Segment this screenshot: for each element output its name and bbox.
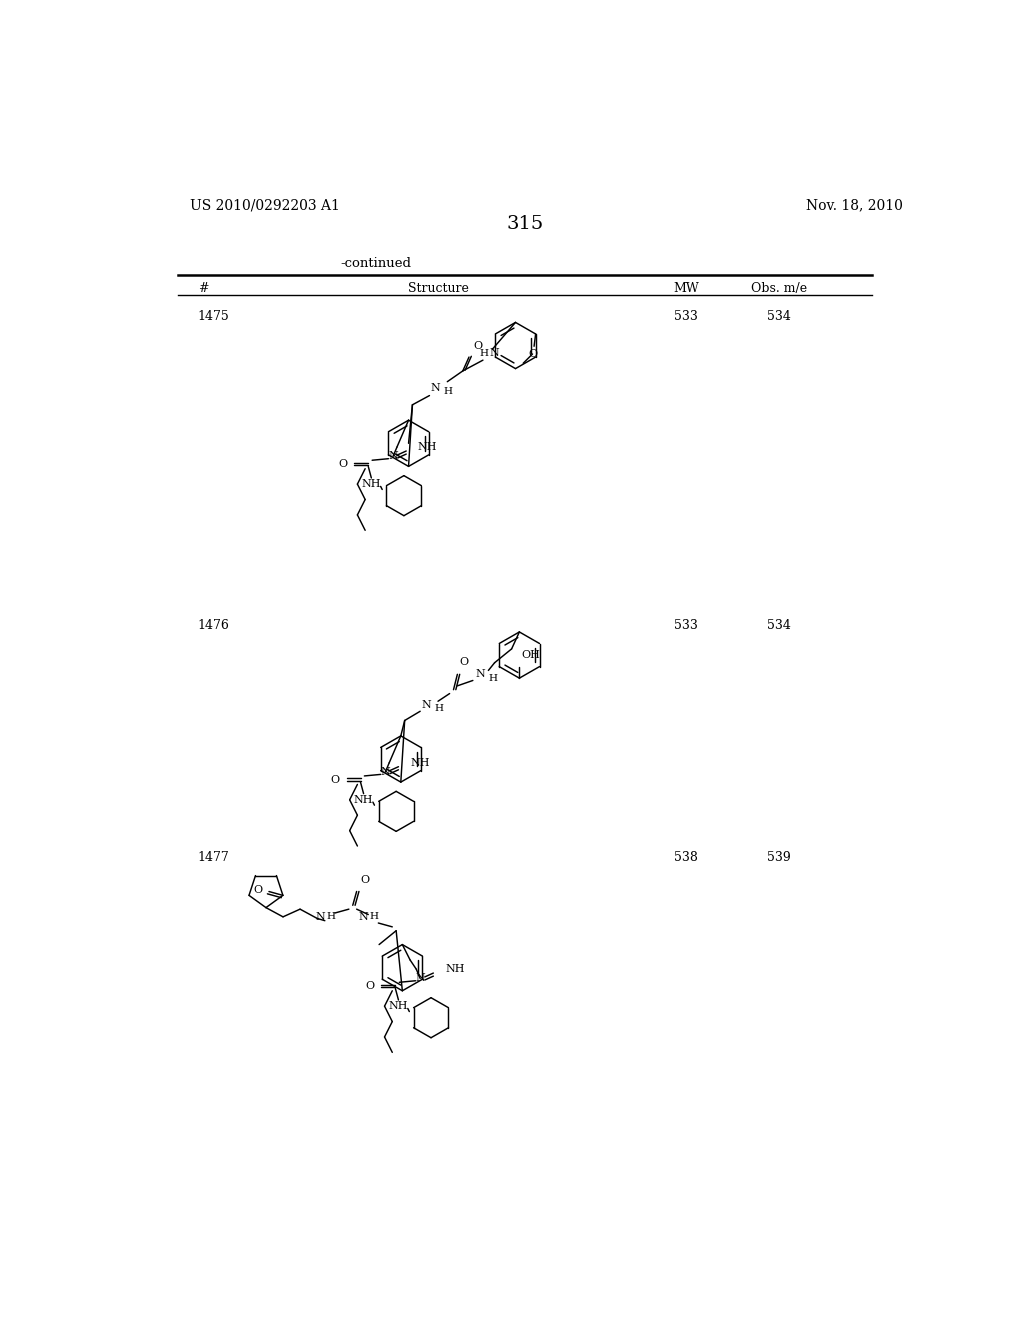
Text: H: H — [327, 912, 336, 921]
Text: N: N — [388, 451, 398, 462]
Text: #: # — [198, 282, 208, 296]
Text: H: H — [370, 912, 379, 921]
Text: NH: NH — [354, 795, 374, 805]
Text: NH: NH — [361, 479, 381, 490]
Text: Structure: Structure — [408, 282, 468, 296]
Text: N: N — [489, 348, 500, 358]
Text: 1476: 1476 — [198, 619, 229, 632]
Text: O: O — [254, 884, 263, 895]
Text: Obs. m/e: Obs. m/e — [751, 282, 807, 296]
Text: O: O — [366, 981, 375, 991]
Text: N: N — [416, 973, 425, 983]
Text: 1477: 1477 — [198, 851, 229, 865]
Text: O: O — [331, 775, 340, 785]
Text: -continued: -continued — [341, 257, 412, 271]
Text: 315: 315 — [506, 215, 544, 232]
Text: 534: 534 — [767, 619, 791, 632]
Text: O: O — [473, 341, 482, 351]
Text: 533: 533 — [674, 310, 698, 323]
Text: 533: 533 — [674, 619, 698, 632]
Text: O: O — [528, 348, 538, 359]
Text: O: O — [338, 459, 347, 469]
Text: N: N — [422, 700, 431, 710]
Text: NH: NH — [445, 964, 465, 974]
Text: N: N — [358, 912, 369, 921]
Text: 1475: 1475 — [198, 310, 229, 323]
Text: 539: 539 — [767, 851, 791, 865]
Text: US 2010/0292203 A1: US 2010/0292203 A1 — [190, 198, 340, 213]
Text: H: H — [488, 673, 498, 682]
Text: N: N — [315, 912, 325, 921]
Text: NH: NH — [410, 758, 430, 768]
Text: O: O — [460, 656, 469, 667]
Text: 534: 534 — [767, 310, 791, 323]
Text: N: N — [431, 383, 440, 393]
Text: Nov. 18, 2010: Nov. 18, 2010 — [806, 198, 903, 213]
Text: H: H — [443, 387, 453, 396]
Text: H: H — [479, 348, 488, 358]
Text: MW: MW — [673, 282, 698, 296]
Text: N: N — [476, 669, 485, 680]
Text: H: H — [434, 705, 443, 713]
Text: OH: OH — [521, 651, 540, 660]
Text: NH: NH — [418, 442, 437, 453]
Text: N: N — [381, 767, 390, 777]
Text: 538: 538 — [674, 851, 698, 865]
Text: O: O — [360, 875, 370, 886]
Text: NH: NH — [389, 1001, 409, 1011]
